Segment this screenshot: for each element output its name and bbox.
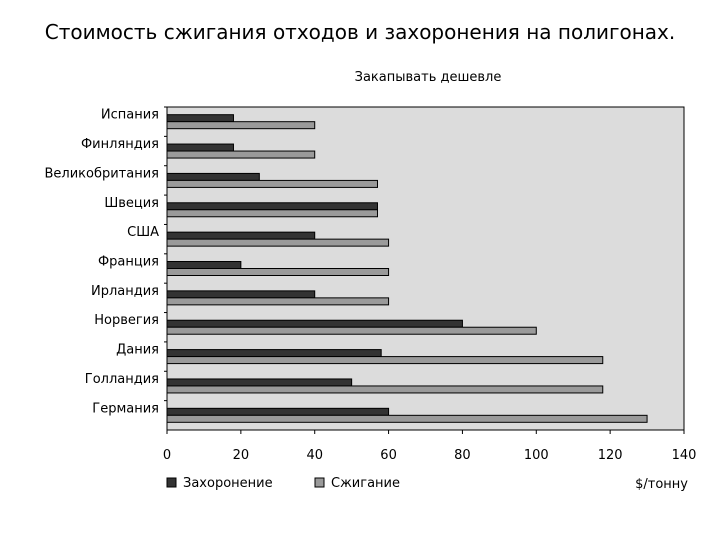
legend-label: Сжигание <box>331 476 400 491</box>
x-tick-label: 40 <box>306 448 323 463</box>
bar-incineration <box>166 326 537 335</box>
bar-incineration <box>166 385 604 394</box>
legend-swatch <box>314 477 325 488</box>
bar-landfill <box>166 261 242 269</box>
category-label: США <box>127 225 159 240</box>
x-tick-label: 20 <box>233 448 250 463</box>
bar-incineration <box>166 356 604 365</box>
category-label: Германия <box>92 401 159 416</box>
bar-landfill <box>166 143 234 152</box>
x-tick-label: 120 <box>598 448 623 463</box>
bar-incineration <box>166 150 316 159</box>
bar-incineration <box>166 297 390 306</box>
bar-incineration <box>166 179 378 188</box>
legend-label: Захоронение <box>183 476 273 491</box>
x-tick-label: 80 <box>454 448 471 463</box>
legend: Захоронение Сжигание <box>166 476 400 491</box>
bar-incineration <box>166 414 648 423</box>
category-label: Голландия <box>85 372 159 387</box>
slide-title: Стоимость сжигания отходов и захоронения… <box>44 20 676 44</box>
category-labels: Испания Финляндия Великобритания Швеция США Ф… <box>44 106 167 416</box>
chart-title: Закапывать дешевле <box>355 70 502 85</box>
bar-incineration <box>166 238 390 247</box>
category-label: Норвегия <box>94 313 159 328</box>
category-label: Финляндия <box>81 137 159 152</box>
x-tick-label: 60 <box>380 448 397 463</box>
category-label: Швеция <box>104 196 159 211</box>
bar-incineration <box>166 268 390 276</box>
bar-landfill <box>166 349 382 358</box>
bar-landfill <box>166 378 353 387</box>
category-label: Великобритания <box>44 166 159 181</box>
category-label: Франция <box>98 255 159 270</box>
bar-incineration <box>166 121 316 130</box>
bar-landfill <box>166 407 390 416</box>
x-tick-label: 140 <box>672 448 697 463</box>
bar-landfill <box>166 231 316 240</box>
bar-landfill <box>166 172 260 181</box>
category-label: Ирландия <box>91 284 159 299</box>
x-axis-ticks: 0 20 40 60 80 100 120 140 <box>163 430 697 463</box>
legend-swatch <box>166 477 177 488</box>
bar-landfill <box>166 202 378 211</box>
x-tick-label: 0 <box>163 448 171 463</box>
x-tick-label: 100 <box>524 448 549 463</box>
category-label: Дания <box>116 343 159 358</box>
category-label: Испания <box>101 108 159 123</box>
bar-landfill <box>166 290 316 299</box>
bar-landfill <box>166 114 234 123</box>
bar-landfill <box>166 319 463 328</box>
bar-incineration <box>166 209 378 218</box>
x-axis-title: $/тонну <box>635 477 688 492</box>
